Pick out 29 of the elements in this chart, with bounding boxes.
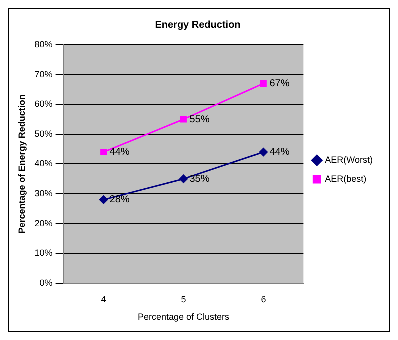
data-label: 44% xyxy=(270,147,290,158)
x-axis-title: Percentage of Clusters xyxy=(138,312,230,322)
point xyxy=(259,148,268,157)
x-tick-label: 4 xyxy=(101,294,106,304)
point xyxy=(100,196,108,204)
y-tick-label: 30% xyxy=(34,188,53,198)
chart-title: Energy Reduction xyxy=(155,20,241,31)
y-tick-label: 20% xyxy=(34,218,53,228)
y-tick-label: 60% xyxy=(34,99,53,110)
legend-label: AER(best) xyxy=(325,174,367,184)
data-label: 44% xyxy=(110,147,130,158)
point xyxy=(260,80,267,87)
y-tick-label: 80% xyxy=(34,39,53,50)
point xyxy=(179,174,188,184)
y-tick-label: 40% xyxy=(34,158,53,169)
x-tick-label: 5 xyxy=(181,294,186,304)
point xyxy=(100,149,108,156)
data-label: 35% xyxy=(190,174,210,185)
legend-label: AER(Worst) xyxy=(325,154,374,165)
data-label: 55% xyxy=(190,114,210,126)
y-tick-label: 0% xyxy=(40,278,53,288)
data-label: 67% xyxy=(270,78,290,90)
y-tick-label: 70% xyxy=(34,69,53,80)
y-tick-label: 10% xyxy=(34,248,53,258)
y-tick-label: 50% xyxy=(34,128,53,139)
point xyxy=(180,116,187,123)
data-label: 28% xyxy=(110,194,130,206)
x-tick-label: 6 xyxy=(261,294,266,304)
y-axis-title: Percentage of Energy Reduction xyxy=(16,94,27,234)
